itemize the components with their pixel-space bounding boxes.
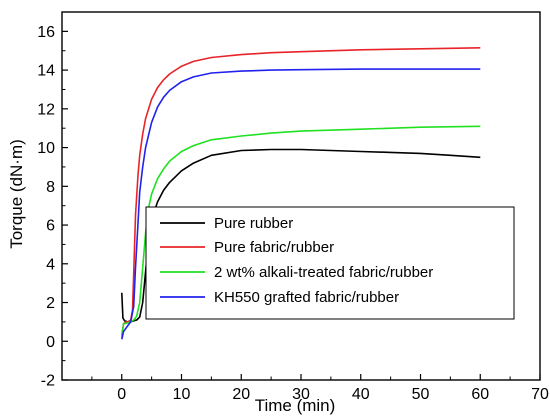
- legend-label-pure-fabric-rubber: Pure fabric/rubber: [214, 239, 334, 256]
- x-tick-label: 0: [117, 386, 126, 403]
- x-tick-label: 60: [471, 386, 489, 403]
- y-tick-label: 0: [46, 334, 55, 351]
- y-tick-label: 16: [37, 24, 55, 41]
- plot-frame: [61, 11, 541, 381]
- data-lines: [121, 47, 481, 340]
- x-tick-label: 10: [173, 386, 191, 403]
- legend-label-alkali-treated: 2 wt% alkali-treated fabric/rubber: [214, 264, 433, 281]
- x-tick-label: 20: [232, 386, 250, 403]
- series-line-3: [121, 68, 481, 340]
- y-tick-label: 2: [46, 295, 55, 312]
- axis-ticks: [62, 30, 541, 381]
- y-tick-label: 10: [37, 140, 55, 157]
- series-line-2: [121, 125, 481, 338]
- x-tick-label: 50: [412, 386, 430, 403]
- y-tick-label: 8: [46, 179, 55, 196]
- legend: Pure rubber Pure fabric/rubber 2 wt% alk…: [145, 206, 515, 320]
- y-tick-label: 6: [46, 218, 55, 235]
- x-tick-label: 40: [352, 386, 370, 403]
- x-tick-label: 30: [292, 386, 310, 403]
- y-axis-title: Torque (dN·m): [7, 139, 26, 249]
- legend-box: [145, 206, 515, 320]
- y-tick-label: 14: [37, 63, 55, 80]
- x-tick-label: 70: [531, 386, 549, 403]
- legend-label-kh550-grafted: KH550 grafted fabric/rubber: [214, 289, 399, 306]
- tick-labels: 0 10 20 30 40 50 60 70 -2 0 2 4 6 8 10 12 14 16: [37, 24, 549, 403]
- x-axis-title: Time (min): [255, 396, 336, 415]
- y-tick-label: -2: [41, 373, 55, 390]
- legend-label-pure-rubber: Pure rubber: [214, 215, 293, 232]
- y-tick-label: 4: [46, 256, 55, 273]
- y-tick-label: 12: [37, 101, 55, 118]
